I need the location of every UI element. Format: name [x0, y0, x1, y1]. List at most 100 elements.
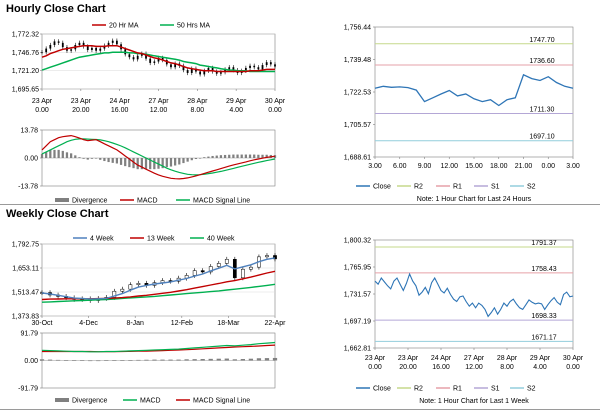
- divergence-bar: [240, 154, 243, 158]
- price-candle: [215, 71, 218, 74]
- price-candle: [41, 52, 43, 53]
- legend-label: S1: [491, 386, 500, 393]
- divergence-bar: [61, 150, 64, 158]
- close-line: [374, 272, 574, 318]
- price-candle: [136, 55, 139, 60]
- weekly-candle: [120, 288, 125, 292]
- price-candle: [257, 67, 260, 70]
- divergence-bar: [88, 360, 93, 362]
- divergence-bar: [136, 158, 139, 170]
- legend-label: R1: [453, 386, 462, 393]
- x-tick-label: 23 Apr: [32, 98, 53, 105]
- x-tick-label: 4-Dec: [79, 320, 98, 327]
- y-tick-label: 1,739.48: [344, 57, 371, 64]
- price-candle: [182, 65, 185, 71]
- price-candle: [145, 53, 147, 59]
- divergence-bar: [47, 359, 53, 361]
- macd-signal-line: [42, 344, 276, 353]
- y-tick-label: 13.78: [20, 128, 38, 135]
- weekly-candle: [273, 255, 277, 260]
- divergence-bar: [119, 158, 123, 165]
- divergence-bar: [203, 157, 206, 158]
- x-tick-label: 29 Apr: [226, 98, 247, 105]
- x-tick-label: 9.00: [418, 163, 432, 170]
- divergence-bar: [99, 158, 102, 160]
- divergence-bar: [104, 360, 109, 361]
- x-tick-label: 24 Apr: [431, 355, 452, 362]
- y-tick-label: 1,756.44: [344, 25, 371, 32]
- divergence-bar: [200, 359, 205, 361]
- divergence-bar: [90, 158, 94, 159]
- divergence-bar: [240, 359, 245, 361]
- x-tick-label: 0.00: [368, 364, 382, 371]
- x-tick-label: 15.00: [465, 163, 483, 170]
- divergence-bar: [152, 359, 157, 361]
- wk13-line: [41, 270, 276, 301]
- price-candle: [86, 46, 89, 51]
- weekly-candle: [128, 284, 133, 290]
- price-candle: [149, 58, 152, 63]
- legend-label: S2: [527, 184, 536, 191]
- divergence-bar: [112, 360, 117, 361]
- legend-label: MACD: [137, 198, 158, 205]
- legend-label: 50 Hrs MA: [177, 23, 210, 30]
- divergence-bar: [232, 359, 237, 361]
- price-candle: [186, 70, 189, 73]
- wk40-line: [41, 283, 276, 303]
- x-tick-label: 30 Apr: [563, 355, 584, 362]
- price-candle: [45, 48, 48, 53]
- price-candle: [261, 65, 264, 70]
- divergence-bar: [86, 158, 89, 160]
- price-candle: [161, 57, 164, 61]
- divergence-bar: [82, 158, 85, 159]
- weekly-candle: [224, 259, 229, 264]
- divergence-bar: [228, 154, 231, 158]
- divergence-bar: [168, 359, 173, 361]
- divergence-bar: [219, 155, 223, 158]
- divergence-bar: [165, 158, 168, 168]
- divergence-bar: [132, 158, 135, 169]
- level-label-s1: 1711.30: [530, 107, 555, 114]
- divergence-bar: [103, 158, 106, 162]
- x-tick-label: 0.00: [268, 107, 282, 114]
- divergence-bar: [63, 360, 69, 361]
- price-candle: [57, 41, 60, 43]
- divergence-bar: [45, 151, 48, 158]
- bottom-divider: [0, 409, 600, 410]
- divergence-bar: [215, 155, 218, 158]
- divergence-bar: [53, 149, 56, 158]
- divergence-bar: [107, 158, 110, 163]
- price-candle: [107, 42, 110, 46]
- weekly-candle: [216, 263, 221, 267]
- x-tick-label: 20.00: [72, 107, 90, 114]
- divergence-bar: [96, 360, 101, 362]
- divergence-bar: [192, 359, 197, 361]
- divergence-bar: [78, 157, 81, 158]
- y-tick-label: 1,722.53: [344, 90, 371, 97]
- level-label-r1: 1736.60: [529, 58, 554, 65]
- weekly-candle: [208, 266, 213, 273]
- price-candle: [265, 62, 268, 66]
- divergence-bar: [248, 154, 252, 158]
- y-tick-label: 1,653.11: [12, 266, 39, 273]
- y-tick-label: 1,721.20: [12, 68, 39, 75]
- x-tick-label: 4.00: [533, 364, 547, 371]
- price-candle: [253, 65, 256, 68]
- legend-label: 4 Week: [90, 236, 114, 243]
- x-tick-label: 27 Apr: [148, 98, 169, 105]
- price-candle: [132, 57, 135, 60]
- macd-line: [41, 341, 276, 353]
- x-tick-label: 18.00: [490, 163, 508, 170]
- divergence-bar: [57, 149, 60, 158]
- level-label-s1: 1698.33: [531, 313, 556, 320]
- price-candle: [232, 67, 235, 71]
- divergence-bar: [128, 360, 133, 361]
- divergence-bar: [207, 156, 210, 158]
- x-tick-label: 27 Apr: [464, 355, 485, 362]
- price-candle: [78, 42, 81, 45]
- divergence-bar: [232, 154, 235, 158]
- y-tick-label: 0.00: [24, 358, 38, 365]
- y-tick-label: 1,772.32: [12, 32, 39, 39]
- x-tick-label: 16.00: [432, 364, 450, 371]
